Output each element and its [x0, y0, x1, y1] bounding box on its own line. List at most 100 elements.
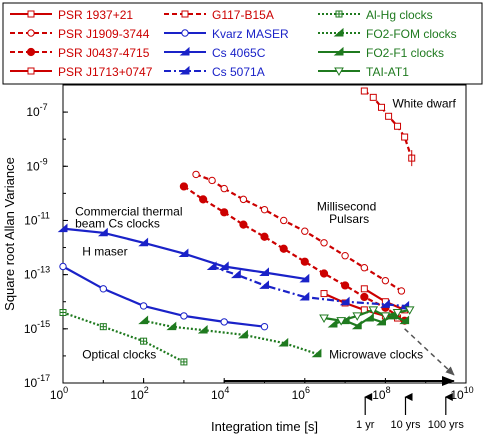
data-point [301, 227, 309, 235]
series-kvarz-maser [59, 262, 269, 331]
x-tick-label: 106 [292, 385, 310, 402]
data-point [231, 269, 241, 279]
data-point [385, 112, 393, 120]
annotation-text: Commercial thermal [75, 205, 182, 219]
x-tick-base: 10 [292, 388, 306, 402]
x-tick-base: 10 [211, 388, 225, 402]
data-point [381, 276, 390, 285]
data-point [179, 46, 190, 56]
data-point [97, 227, 108, 237]
legend-entry: PSR J0437-4715 [10, 46, 150, 60]
data-point [199, 195, 208, 204]
data-point [376, 316, 386, 326]
data-point [341, 252, 349, 260]
data-point [260, 322, 269, 331]
y-tick-exp: -11 [38, 210, 50, 220]
legend-box [2, 2, 483, 85]
x-tick-base: 10 [50, 388, 64, 402]
x-tick-exp: 10 [464, 385, 474, 395]
y-tick-base: 10 [24, 268, 38, 282]
data-point [238, 329, 248, 339]
legend-entry: PSR J1909-3744 [10, 27, 150, 41]
series-fo2-fom-clocks [138, 315, 322, 358]
data-point [239, 195, 248, 204]
y-tick-label: 10-9 [26, 156, 47, 173]
legend-label: TAI-AT1 [366, 65, 409, 79]
time-marker-label: 1 yr [356, 419, 375, 431]
data-point [197, 324, 208, 334]
y-tick-label: 10-7 [26, 102, 47, 119]
y-axis-label: Square root Allan Variance [2, 157, 17, 311]
data-point [392, 309, 403, 318]
data-point [208, 176, 216, 185]
data-point [220, 184, 228, 193]
y-tick-exp: -7 [40, 102, 48, 112]
series-psr-j1909-3744 [192, 170, 406, 295]
series-line [195, 173, 402, 292]
data-point [27, 29, 35, 37]
data-point [179, 182, 188, 191]
series-line [62, 311, 185, 363]
data-point [300, 257, 309, 266]
data-point [360, 87, 368, 95]
data-point [334, 67, 344, 77]
legend-label: FO2-F1 clocks [366, 46, 444, 60]
x-tick-exp: 6 [305, 385, 310, 395]
data-point [360, 264, 369, 272]
data-point [259, 280, 269, 289]
data-point [180, 312, 188, 320]
annotation-text: Pulsars [329, 212, 369, 226]
data-point [239, 220, 248, 229]
data-point [380, 299, 390, 308]
annotation-text: H maser [82, 245, 127, 259]
legend-entry: Al-Hg clocks [318, 8, 433, 22]
series-al-hg-clocks [59, 309, 188, 366]
data-point [139, 302, 148, 310]
data-point [399, 315, 410, 325]
series-layer [57, 87, 416, 366]
trend-arrow [404, 328, 455, 376]
legend-label: PSR J1909-3744 [58, 27, 150, 41]
series-line [62, 265, 265, 328]
data-point [220, 208, 229, 217]
data-point [299, 273, 310, 283]
annotation-text: Millisecond [317, 200, 376, 214]
data-point [352, 312, 363, 321]
series-tai-at1 [319, 306, 415, 326]
y-tick-exp: -15 [37, 319, 50, 329]
y-tick-base: 10 [26, 105, 40, 119]
x-tick-exp: 8 [386, 385, 391, 395]
y-tick-base: 10 [24, 322, 38, 336]
data-point [138, 315, 149, 325]
legend-entry: FO2-F1 clocks [318, 46, 444, 60]
legend-label: Al-Hg clocks [366, 8, 433, 22]
legend-entry: PSR 1937+21 [10, 8, 133, 22]
y-tick-base: 10 [26, 159, 40, 173]
legend-label: Cs 4065C [212, 46, 266, 60]
series-g117-b15a [360, 87, 416, 162]
data-point [299, 291, 310, 301]
x-tick-base: 10 [450, 388, 464, 402]
x-tick-label: 100 [50, 385, 68, 402]
data-point [260, 205, 269, 214]
data-point [166, 321, 177, 331]
data-point [351, 320, 362, 330]
annotation-text: beam Cs clocks [75, 216, 160, 230]
y-tick-label: 10-17 [24, 373, 50, 390]
x-tick-base: 10 [372, 388, 386, 402]
series-cs-4065c [57, 223, 310, 283]
data-point [333, 46, 344, 56]
data-point [138, 237, 149, 247]
x-tick-label: 104 [211, 385, 229, 402]
data-point [327, 318, 338, 328]
time-marker-label: 100 yrs [428, 419, 465, 431]
series-line [143, 319, 318, 355]
time-marker-label: 10 yrs [391, 419, 421, 431]
data-point [401, 133, 409, 141]
series-line [183, 185, 406, 322]
legend-entry: Kvarz MASER [164, 27, 289, 41]
legend-entry: Cs 4065C [164, 46, 266, 60]
y-tick-exp: -13 [37, 265, 50, 275]
data-point [364, 312, 374, 322]
